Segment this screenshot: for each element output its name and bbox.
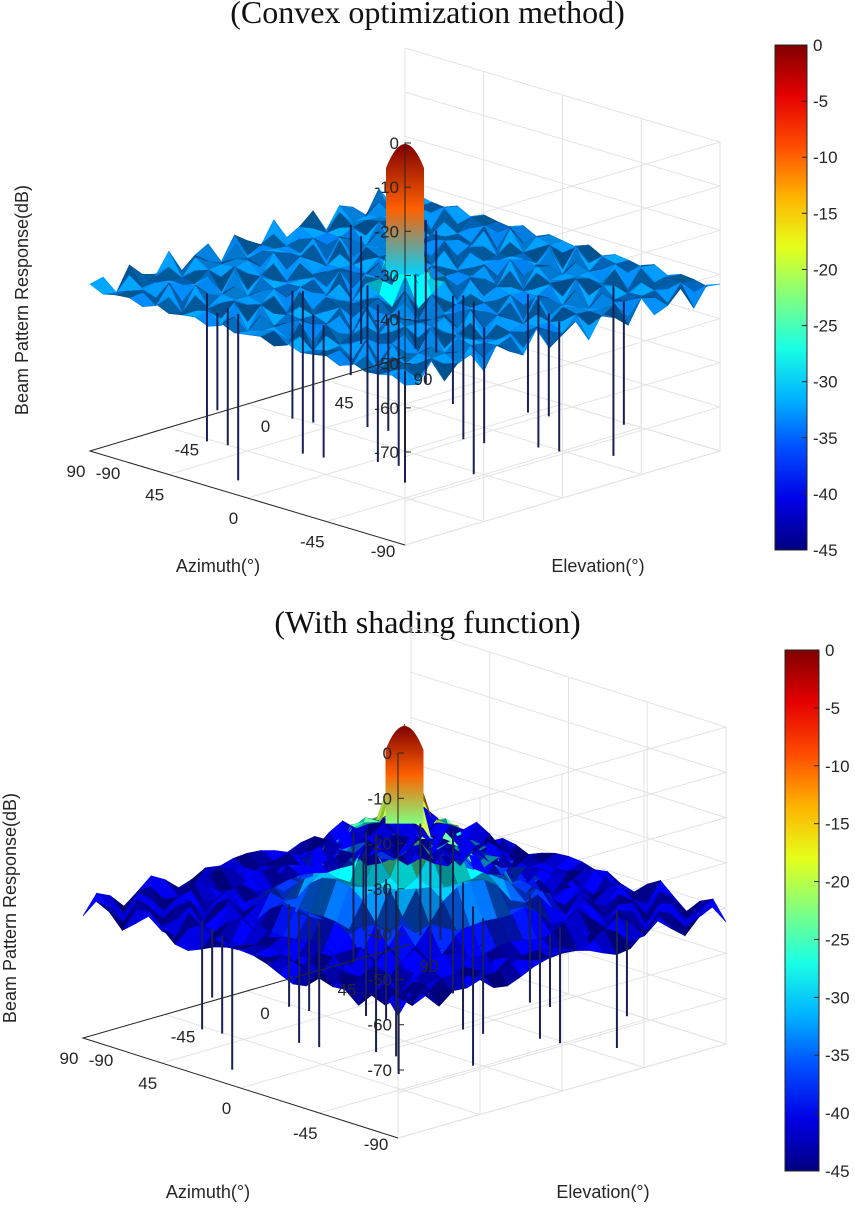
chart-title: (Convex optimization method) [230, 0, 625, 30]
colorbar-tick-label: -30 [825, 988, 850, 1007]
z-tick-label: -30 [367, 880, 392, 899]
surface-patch [82, 892, 111, 917]
z-tick-label: -30 [374, 266, 399, 285]
floor-gridline [404, 356, 721, 452]
z-tick-label: 0 [390, 134, 399, 153]
y-tick-label: -90 [96, 464, 121, 483]
z-tick-label: -10 [367, 789, 392, 808]
colorbar-tick-label: -20 [813, 260, 838, 279]
colorbar: 0 -5 -10 -15 -20 -25 -30 -35 -40 -45 [774, 36, 838, 560]
colorbar-tick-label: -25 [825, 930, 850, 949]
y-tick-label: 0 [260, 1004, 269, 1023]
beam-surface [82, 723, 727, 1074]
x-tick-label: -45 [300, 533, 325, 552]
y-axis-label: Elevation(°) [551, 556, 644, 576]
x-tick-label: 45 [138, 1074, 157, 1093]
chart-title: (With shading function) [274, 604, 581, 640]
x-axis-label: Azimuth(°) [176, 556, 260, 576]
axis-baseline [81, 943, 412, 1139]
z-axis-label: Beam Pattern Response(dB) [12, 185, 32, 415]
colorbar: 0 -5 -10 -15 -20 -25 -30 -35 -40 -45 [784, 641, 850, 1181]
y-tick-label: 90 [414, 370, 433, 389]
colorbar-tick-label: -25 [813, 317, 838, 336]
y-tick-label: -45 [171, 1028, 196, 1047]
colorbar-tick-label: -30 [813, 373, 838, 392]
x-axis: -90 -45 0 45 90 [60, 1049, 389, 1154]
floor-gridline [240, 993, 569, 1089]
colorbar-tick-label: -35 [813, 429, 838, 448]
colorbar-tick-label: -40 [813, 485, 838, 504]
colorbar-tick-label: -10 [813, 148, 838, 167]
y-axis-label: Elevation(°) [556, 1182, 649, 1202]
x-tick-label: -90 [364, 1135, 389, 1154]
z-axis: 0 -10 -20 -30 -40 -50 -60 -70 [374, 134, 411, 462]
y-tick-label: -45 [174, 441, 199, 460]
colorbar-tick-label: -5 [813, 92, 828, 111]
z-tick-label: -20 [374, 222, 399, 241]
y-tick-label: 45 [338, 981, 357, 1000]
z-tick-label: -70 [367, 1061, 392, 1080]
x-tick-label: -90 [371, 542, 396, 561]
colorbar-tick-label: -45 [825, 1162, 850, 1181]
x-tick-label: 0 [222, 1099, 231, 1118]
y-tick-label: 45 [335, 394, 354, 413]
axis-baseline [88, 356, 406, 546]
z-tick-label: -20 [367, 835, 392, 854]
z-axis-label: Beam Pattern Response(dB) [0, 793, 20, 1023]
z-tick-label: 0 [383, 744, 392, 763]
y-axis: -90 -45 0 45 90 [89, 957, 439, 1070]
colorbar-tick-label: -35 [825, 1046, 850, 1065]
z-tick-label: -40 [367, 925, 392, 944]
chart-panel-1: (Convex optimization method) 0 -10 -20 -30 -… [0, 0, 855, 608]
floor-gridline [168, 380, 484, 475]
beam-surface [89, 141, 721, 483]
main-lobe [385, 726, 424, 824]
y-tick-label: 0 [261, 417, 270, 436]
z-tick-label: -70 [374, 443, 399, 462]
colorbar-tick-label: 0 [813, 36, 822, 55]
colorbar-tick-label: -15 [813, 204, 838, 223]
colorbar-tick-label: -45 [813, 541, 838, 560]
x-tick-label: 45 [145, 486, 164, 505]
colorbar-tick-label: 0 [825, 641, 834, 660]
colorbar-tick-label: -5 [825, 699, 840, 718]
z-tick-label: -60 [374, 399, 399, 418]
x-axis-label: Azimuth(°) [166, 1182, 250, 1202]
y-axis: -90 -45 0 45 90 [96, 370, 433, 483]
z-tick-label: -60 [367, 1016, 392, 1035]
y-tick-label: -90 [89, 1051, 114, 1070]
z-tick-label: -50 [367, 970, 392, 989]
z-tick-label: -50 [374, 355, 399, 374]
colorbar-gradient [774, 44, 808, 551]
colorbar-tick-label: -10 [825, 757, 850, 776]
x-tick-label: 0 [229, 509, 238, 528]
colorbar-tick-label: -40 [825, 1104, 850, 1123]
chart-panel-2: (With shading function) 0 -10 -20 -30 -40 -50… [0, 604, 855, 1217]
x-tick-label: 90 [67, 462, 86, 481]
surface-patch [89, 276, 117, 295]
x-tick-label: 90 [60, 1049, 79, 1068]
z-tick-label: -40 [374, 311, 399, 330]
z-axis: 0 -10 -20 -30 -40 -50 -60 -70 [367, 744, 404, 1080]
colorbar-tick-label: -15 [825, 815, 850, 834]
x-axis: -90 -45 0 45 90 [67, 462, 396, 561]
y-tick-label: 90 [420, 957, 439, 976]
z-tick-label: -10 [374, 178, 399, 197]
colorbar-gradient [784, 649, 820, 1172]
x-tick-label: -45 [293, 1124, 318, 1143]
colorbar-tick-label: -20 [825, 873, 850, 892]
